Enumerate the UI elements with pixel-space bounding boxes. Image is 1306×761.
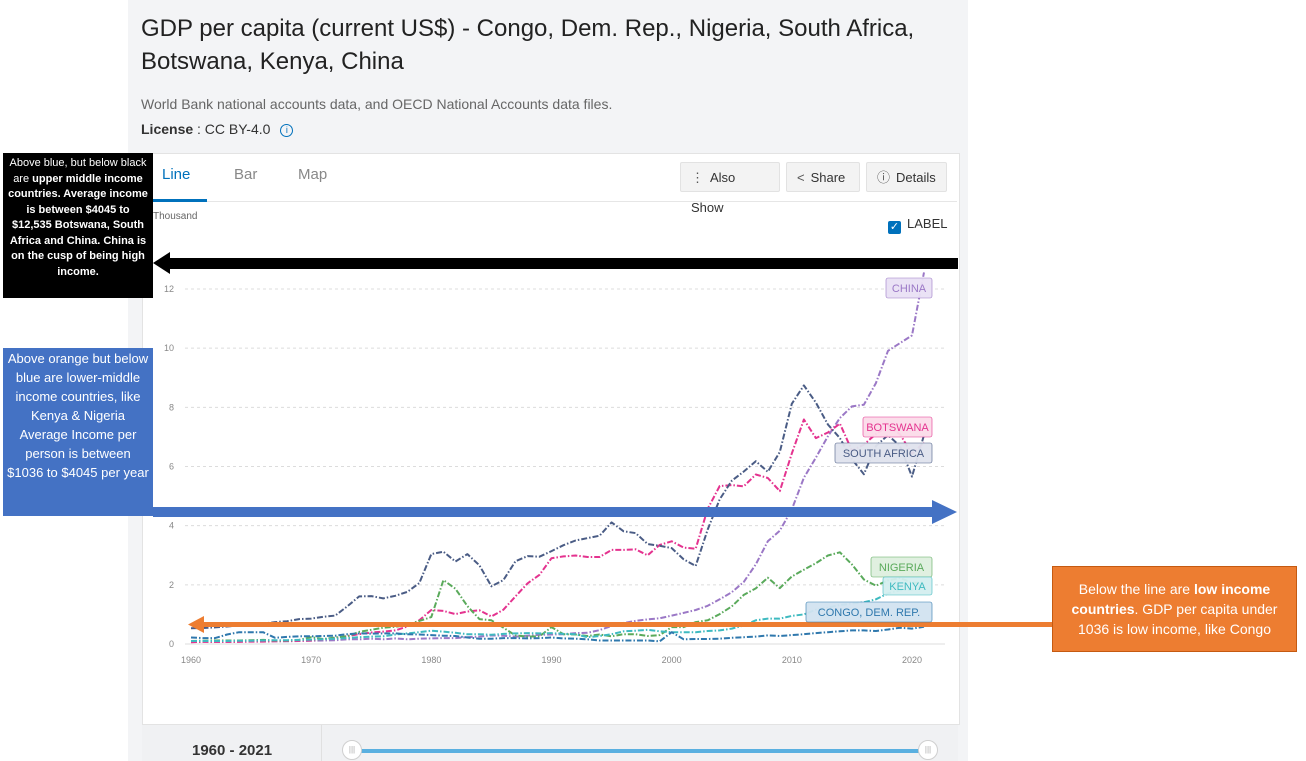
share-button[interactable]: < Share (786, 162, 860, 192)
series-label-nigeria: NIGERIA (870, 556, 933, 578)
active-tab-indicator (152, 199, 207, 202)
year-range-slider (142, 725, 958, 761)
low-threshold-arrow-shaft (200, 622, 1052, 627)
upper-middle-note-lead: Above blue, but below black are (9, 157, 147, 185)
x-tick-label: 1980 (421, 655, 441, 665)
chart-card (142, 153, 960, 725)
details-label: Details (896, 170, 936, 185)
middle-threshold-arrow-shaft (153, 507, 933, 517)
tab-map[interactable]: Map (298, 166, 328, 183)
upper-middle-income-note: Above blue, but below black are upper mi… (3, 153, 153, 298)
x-tick-label: 1970 (301, 655, 321, 665)
svg-text:CONGO, DEM. REP.: CONGO, DEM. REP. (818, 607, 920, 619)
low-income-note-bold: low income countries (1071, 581, 1271, 617)
series-line-botswana (190, 418, 925, 644)
info-icon[interactable]: i (280, 124, 294, 137)
svg-text:SOUTH AFRICA: SOUTH AFRICA (843, 448, 925, 460)
slider-track[interactable] (353, 749, 928, 753)
y-tick-label: 6 (169, 462, 174, 472)
x-tick-label: 2010 (782, 655, 802, 665)
x-tick-labels: 1960 1970 1980 1990 2000 2010 2020 (181, 655, 922, 665)
label-checkbox[interactable]: ✓ LABEL (888, 216, 947, 234)
share-label: Share (810, 170, 846, 185)
slider-divider (321, 725, 322, 761)
series-label-kenya: KENYA (882, 576, 933, 596)
x-tick-label: 1990 (541, 655, 561, 665)
svg-text:CHINA: CHINA (892, 283, 927, 295)
low-income-note-lead: Below the line are (1078, 581, 1194, 597)
x-tick-label: 2020 (902, 655, 922, 665)
series-line-congo-dem-rep (190, 625, 925, 643)
middle-threshold-arrow-head (932, 500, 957, 524)
y-tick-label: 12 (164, 284, 174, 294)
series-line-south-africa (190, 384, 925, 630)
low-threshold-arrow-head (188, 616, 204, 633)
series-line-kenya (191, 583, 925, 642)
info-icon: ⓘ (877, 170, 891, 185)
page-title: GDP per capita (current US$) - Congo, De… (141, 15, 915, 75)
label-checkbox-text: LABEL (907, 216, 948, 231)
tabs-divider (143, 201, 957, 202)
x-tick-label: 1960 (181, 655, 201, 665)
upper-middle-note-body: upper middle income countries. Average i… (8, 172, 148, 278)
y-tick-label: 2 (169, 580, 174, 590)
checkmark-icon: ✓ (888, 221, 901, 234)
slider-end-handle[interactable]: ||| (918, 740, 938, 760)
license-label: License (141, 121, 194, 137)
x-tick-label: 2000 (662, 655, 682, 665)
series-line-nigeria (190, 551, 925, 642)
details-button[interactable]: ⓘ Details (866, 162, 947, 192)
also-show-label: Also Show (691, 170, 736, 215)
series-labels: CHINA BOTSWANA SOUTH AFRICA NIGERIA KENYA CON… (805, 277, 933, 623)
series-lines (190, 272, 925, 644)
series-label-south-africa: SOUTH AFRICA (834, 442, 933, 464)
y-tick-labels: 0 2 4 6 8 10 12 (164, 284, 174, 649)
upper-threshold-arrow-head (153, 252, 170, 274)
data-source: World Bank national accounts data, and O… (141, 96, 613, 112)
svg-text:BOTSWANA: BOTSWANA (866, 422, 929, 434)
low-income-note-body: . GDP per capita under 1036 is low incom… (1078, 601, 1278, 637)
license-line: License : CC BY-4.0 i (141, 121, 294, 137)
slider-start-handle[interactable]: ||| (342, 740, 362, 760)
threshold-arrows (153, 252, 1052, 633)
y-tick-label: 4 (169, 521, 174, 531)
year-range-text: 1960 - 2021 (192, 742, 273, 759)
tab-bar[interactable]: Bar (234, 166, 258, 183)
upper-threshold-arrow-shaft (166, 258, 958, 269)
y-tick-label: 0 (169, 639, 174, 649)
series-label-botswana: BOTSWANA (862, 416, 933, 438)
series-label-congo-dem-rep: CONGO, DEM. REP. (805, 601, 933, 623)
share-icon: < (797, 170, 805, 185)
gridlines (185, 288, 945, 645)
svg-text:NIGERIA: NIGERIA (879, 562, 925, 574)
svg-text:KENYA: KENYA (889, 581, 926, 593)
series-line-china (190, 272, 925, 643)
y-tick-label: 8 (169, 402, 174, 412)
y-axis-unit: Thousand (153, 211, 198, 222)
low-income-note: Below the line are low income countries.… (1052, 566, 1297, 652)
also-show-button[interactable]: ⋮ Also Show (680, 162, 780, 215)
vertical-dots-icon: ⋮ (691, 170, 704, 185)
series-label-china: CHINA (885, 277, 933, 299)
lower-middle-income-note: Above orange but below blue are lower-mi… (3, 348, 153, 516)
license-value: : CC BY-4.0 (197, 121, 271, 137)
tab-line[interactable]: Line (162, 166, 191, 183)
y-tick-label: 10 (164, 343, 174, 353)
